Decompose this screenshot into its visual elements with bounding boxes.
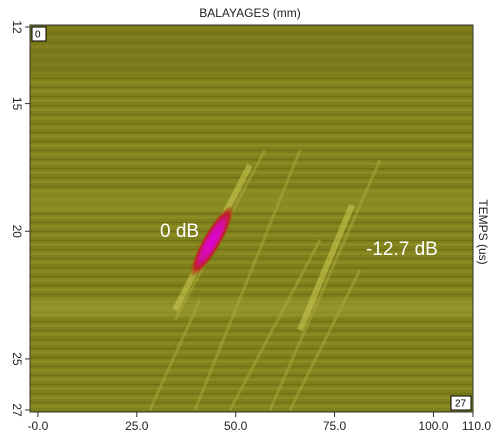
annotation: 0 dB	[160, 221, 199, 242]
x-tick-label: -0.0	[28, 419, 49, 433]
corner-label: 27	[455, 399, 467, 410]
plot-frame	[29, 24, 474, 413]
y-tick-label: 15	[10, 97, 24, 111]
plot-image	[30, 25, 473, 412]
y-tick-label: 20	[10, 225, 24, 239]
x-tick-label: 100.0	[418, 419, 448, 433]
y-tick-label: 27	[10, 403, 24, 417]
x-tick-label: 75.0	[323, 419, 347, 433]
annotation: -12.7 dB	[366, 239, 438, 260]
x-tick-label: 50.0	[224, 419, 248, 433]
y-tick-label: 12	[10, 20, 24, 34]
corner-label: 0	[35, 30, 41, 41]
corner-box	[31, 26, 47, 42]
y-axis-label: TEMPS (us)	[476, 199, 490, 264]
y-tick-label: 25	[10, 352, 24, 366]
corner-box	[450, 395, 472, 411]
x-tick-label: 110.0	[462, 419, 491, 433]
x-tick-label: 25.0	[125, 419, 149, 433]
chart-title: BALAYAGES (mm)	[199, 6, 301, 20]
